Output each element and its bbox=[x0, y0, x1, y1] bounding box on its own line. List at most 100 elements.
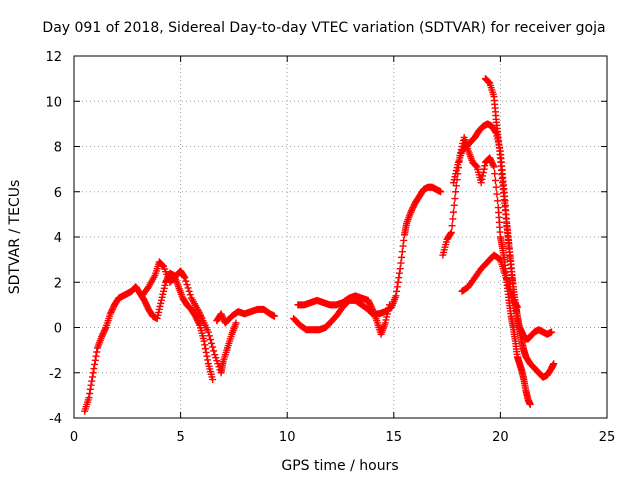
x-tick-label: 20 bbox=[492, 430, 509, 445]
data-point bbox=[386, 301, 394, 309]
series-track-h bbox=[481, 75, 558, 381]
data-point bbox=[88, 373, 96, 381]
x-tick-label: 5 bbox=[176, 430, 184, 445]
data-point bbox=[200, 337, 208, 345]
data-point bbox=[437, 188, 445, 196]
data-point bbox=[491, 170, 499, 178]
data-point bbox=[202, 348, 210, 356]
data-point bbox=[396, 265, 404, 273]
data-point bbox=[400, 236, 408, 244]
x-tick-labels: 0 5 10 15 20 25 bbox=[70, 430, 615, 445]
data-point bbox=[451, 195, 459, 203]
series-track-i bbox=[458, 251, 521, 311]
data-point bbox=[526, 400, 534, 408]
data-point bbox=[180, 273, 188, 281]
data-point bbox=[491, 176, 499, 184]
data-point bbox=[450, 201, 458, 209]
data-point bbox=[477, 179, 485, 187]
data-point bbox=[201, 345, 209, 353]
data-point bbox=[195, 320, 203, 328]
data-points bbox=[81, 75, 558, 415]
data-point bbox=[449, 215, 457, 223]
data-point bbox=[210, 347, 218, 355]
data-point bbox=[89, 369, 97, 377]
data-point bbox=[398, 248, 406, 256]
data-point bbox=[86, 389, 94, 397]
data-point bbox=[397, 259, 405, 267]
series-track-c bbox=[213, 305, 278, 327]
series-track-g bbox=[449, 120, 556, 343]
data-point bbox=[480, 165, 488, 173]
data-point bbox=[91, 356, 99, 364]
data-point bbox=[184, 284, 192, 292]
data-point bbox=[93, 348, 101, 356]
data-point bbox=[478, 175, 486, 183]
data-point bbox=[447, 228, 455, 236]
data-point bbox=[484, 78, 492, 86]
y-tick-label: -2 bbox=[49, 367, 62, 382]
data-point bbox=[447, 230, 455, 238]
data-point bbox=[550, 360, 558, 368]
data-point bbox=[513, 303, 521, 311]
data-point bbox=[91, 360, 99, 368]
data-point bbox=[86, 385, 94, 393]
x-tick-label: 15 bbox=[386, 430, 403, 445]
data-point bbox=[479, 172, 487, 180]
x-tick-label: 10 bbox=[279, 430, 296, 445]
data-point bbox=[186, 291, 194, 299]
data-point bbox=[158, 261, 166, 269]
y-tick-labels: -4 -2 0 2 4 6 8 10 12 bbox=[45, 50, 62, 427]
data-point bbox=[101, 325, 109, 333]
data-point bbox=[449, 208, 457, 216]
y-axis-label: SDTVAR / TECUs bbox=[7, 180, 23, 295]
data-point bbox=[205, 332, 213, 340]
data-point bbox=[493, 190, 501, 198]
data-point bbox=[368, 304, 376, 312]
data-point bbox=[90, 365, 98, 373]
y-tick-label: 2 bbox=[54, 276, 62, 291]
data-point bbox=[489, 161, 497, 169]
data-point bbox=[548, 328, 556, 336]
data-point bbox=[395, 269, 403, 277]
data-point bbox=[204, 328, 212, 336]
data-point bbox=[185, 287, 193, 295]
chart-title: Day 091 of 2018, Sidereal Day-to-day VTE… bbox=[42, 20, 605, 36]
y-tick-label: -4 bbox=[49, 412, 62, 427]
data-point bbox=[182, 277, 190, 285]
series-track-a bbox=[81, 269, 217, 415]
data-point bbox=[85, 394, 93, 402]
y-tick-label: 12 bbox=[45, 50, 62, 65]
data-point bbox=[513, 302, 521, 310]
data-point bbox=[448, 222, 456, 230]
data-point bbox=[398, 253, 406, 261]
series-track-e bbox=[294, 292, 394, 338]
data-point bbox=[479, 169, 487, 177]
data-point bbox=[201, 341, 209, 349]
data-point bbox=[481, 162, 489, 170]
x-axis-label: GPS time / hours bbox=[281, 458, 398, 474]
data-point bbox=[393, 287, 401, 295]
y-tick-label: 6 bbox=[54, 186, 62, 201]
data-point bbox=[494, 197, 502, 205]
data-point bbox=[87, 381, 95, 389]
y-tick-label: 0 bbox=[54, 322, 62, 337]
data-point bbox=[399, 242, 407, 250]
x-tick-label: 0 bbox=[70, 430, 78, 445]
data-point bbox=[490, 163, 498, 171]
data-point bbox=[392, 292, 400, 300]
data-point bbox=[472, 162, 480, 170]
data-point bbox=[232, 319, 240, 327]
data-point bbox=[88, 377, 96, 385]
x-tick-label: 25 bbox=[599, 430, 616, 445]
series-track-d bbox=[290, 183, 445, 334]
data-point bbox=[197, 313, 205, 321]
data-point bbox=[270, 312, 278, 320]
data-point bbox=[395, 274, 403, 282]
y-tick-label: 4 bbox=[54, 231, 62, 246]
series-track-f bbox=[439, 133, 534, 408]
y-tick-label: 10 bbox=[45, 95, 62, 110]
series-track-b bbox=[138, 258, 240, 377]
data-point bbox=[209, 343, 217, 351]
y-tick-label: 8 bbox=[54, 141, 62, 156]
